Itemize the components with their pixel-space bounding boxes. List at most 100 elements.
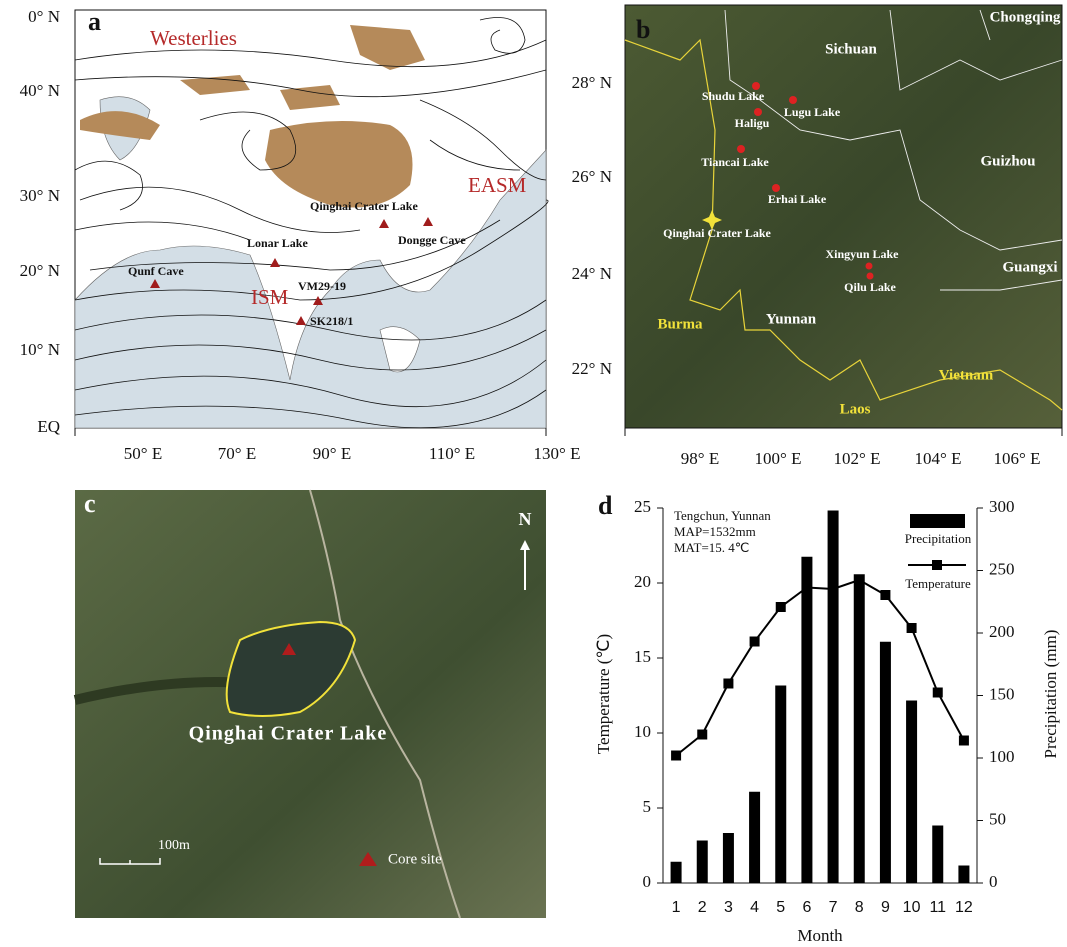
lon-label: 102° E: [834, 449, 881, 468]
y2-tick-label: 150: [989, 684, 1015, 703]
y2-axis-label: Precipitation (mm): [1041, 630, 1060, 759]
y-tick-label: 0: [643, 872, 652, 891]
marker: [907, 623, 917, 633]
legend-label: Precipitation: [905, 531, 972, 546]
region-label: Burma: [658, 316, 704, 332]
marker: [750, 637, 760, 647]
annotation: MAP=1532mm: [674, 524, 756, 539]
lat-label: 10° N: [20, 340, 60, 359]
y-tick-label: 15: [634, 647, 651, 666]
lake-label: Qilu Lake: [844, 280, 896, 294]
lat-label: 28° N: [572, 73, 612, 92]
bar: [775, 686, 786, 884]
site-label: Qunf Cave: [128, 264, 184, 278]
lon-label: 104° E: [915, 449, 962, 468]
map-shape: [625, 428, 1062, 436]
lake-label: Tiancai Lake: [701, 155, 769, 169]
lon-label: 110° E: [429, 444, 475, 463]
annotation: MAT=15. 4℃: [674, 540, 749, 555]
lat-label: 24° N: [572, 264, 612, 283]
y-tick-label: 5: [643, 797, 652, 816]
y2-tick-label: 100: [989, 747, 1015, 766]
annotation: Tengchun, Yunnan: [674, 508, 771, 523]
photo-c: [75, 490, 546, 918]
y2-tick-label: 300: [989, 497, 1015, 516]
region-label: Laos: [840, 401, 871, 417]
annotation: EASM: [468, 173, 527, 197]
lat-label: 0° N: [28, 7, 60, 26]
marker: [828, 584, 838, 594]
marker: [802, 583, 812, 593]
lake-label: Shudu Lake: [702, 89, 765, 103]
x-tick-label: 10: [903, 899, 921, 916]
marker: [697, 730, 707, 740]
lat-label: 22° N: [572, 359, 612, 378]
x-tick-label: 12: [955, 899, 973, 916]
bar: [932, 826, 943, 884]
map-shape: [75, 428, 546, 436]
lon-label: 98° E: [681, 449, 719, 468]
y-axis-label: Temperature (℃): [594, 634, 613, 754]
x-tick-label: 9: [881, 899, 890, 916]
lake-label: Haligu: [735, 116, 770, 130]
marker: [854, 575, 864, 585]
region-label: Guangxi: [1002, 259, 1057, 275]
y2-tick-label: 250: [989, 559, 1015, 578]
x-tick-label: 2: [698, 899, 707, 916]
marker: [671, 751, 681, 761]
lake-label: Lugu Lake: [784, 105, 841, 119]
bar: [880, 642, 891, 883]
bar: [906, 701, 917, 884]
x-tick-label: 4: [750, 899, 759, 916]
site-label: VM29-19: [298, 279, 346, 293]
panel-label: b: [636, 15, 650, 44]
lon-label: 70° E: [218, 444, 256, 463]
x-tick-label: 7: [829, 899, 838, 916]
site-label: Lonar Lake: [247, 236, 308, 250]
site-label: Dongge Cave: [398, 233, 466, 247]
x-tick-label: 3: [724, 899, 733, 916]
legend-label: Temperature: [905, 576, 971, 591]
lat-label: EQ: [37, 417, 60, 436]
region-label: Vietnam: [939, 367, 994, 383]
bar: [723, 833, 734, 883]
x-axis-label: Month: [797, 926, 843, 945]
bar: [671, 862, 682, 883]
lake-label: Erhai Lake: [768, 192, 827, 206]
region-label: Guizhou: [980, 153, 1035, 169]
y2-tick-label: 200: [989, 622, 1015, 641]
y-tick-label: 20: [634, 572, 651, 591]
marker: [959, 736, 969, 746]
line: [676, 580, 964, 756]
x-tick-label: 11: [929, 899, 946, 916]
lon-label: 106° E: [994, 449, 1041, 468]
panel-label: c: [84, 489, 96, 518]
bar: [697, 841, 708, 884]
x-tick-label: 1: [672, 899, 681, 916]
map-a: [75, 10, 548, 436]
north-label: N: [519, 509, 532, 529]
y-tick-label: 10: [634, 722, 651, 741]
figure: dTengchun, YunnanMAP=1532mmMAT=15. 4℃051…: [0, 0, 1067, 947]
marker: [880, 590, 890, 600]
panel-label: a: [88, 7, 101, 36]
x-tick-label: 6: [802, 899, 811, 916]
legend-label: Core site: [388, 851, 442, 867]
lat-label: 20° N: [20, 261, 60, 280]
site-label: Qinghai Crater Lake: [310, 199, 418, 213]
lon-label: 90° E: [313, 444, 351, 463]
region-label: Yunnan: [766, 311, 817, 327]
bar: [828, 511, 839, 884]
annotation: Westerlies: [150, 26, 237, 50]
lake-label: Qinghai Crater Lake: [663, 226, 771, 240]
lon-label: 130° E: [534, 444, 581, 463]
lon-label: 50° E: [124, 444, 162, 463]
bar: [958, 866, 969, 884]
x-tick-label: 8: [855, 899, 864, 916]
map-shape: [789, 96, 797, 104]
map-shape: [866, 263, 873, 270]
bar: [854, 574, 865, 883]
lake-label: Qinghai Crater Lake: [189, 723, 388, 745]
site-label: SK218/1: [310, 314, 353, 328]
